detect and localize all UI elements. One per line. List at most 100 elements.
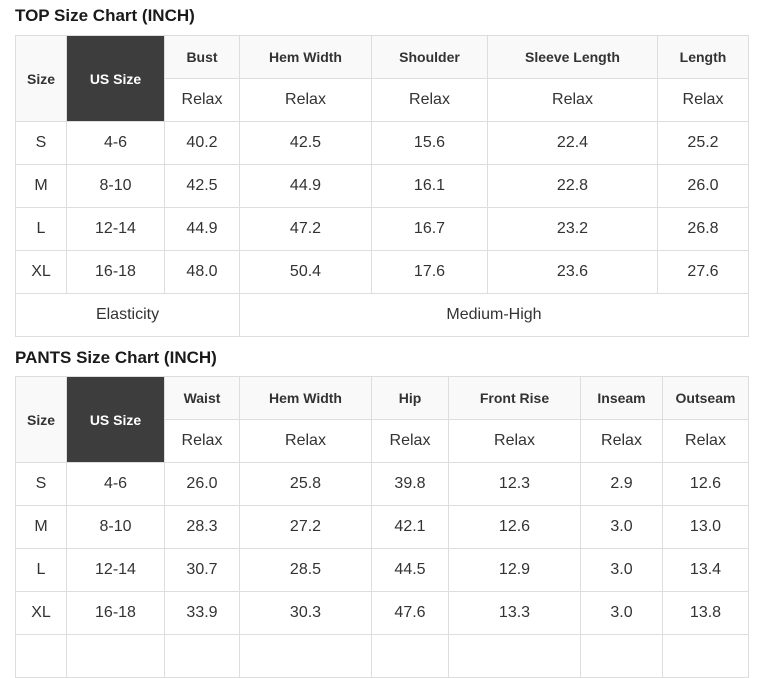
- empty-cell: [662, 634, 749, 678]
- value-cell: 39.8: [371, 462, 449, 506]
- fit-cell: Relax: [239, 78, 372, 122]
- value-cell: 26.0: [657, 164, 749, 208]
- value-cell: 44.9: [239, 164, 372, 208]
- value-cell: 3.0: [580, 591, 663, 635]
- elasticity-label: Elasticity: [15, 293, 240, 337]
- top-size-chart-table: Size US Size Bust Hem Width Shoulder Sle…: [15, 35, 749, 337]
- fit-cell: Relax: [239, 419, 372, 463]
- size-cell: L: [15, 548, 67, 592]
- value-cell: 16.1: [371, 164, 488, 208]
- top-header-row: Size US Size Bust Hem Width Shoulder Sle…: [15, 35, 749, 122]
- size-cell: XL: [15, 250, 67, 294]
- us-size-cell: 8-10: [66, 505, 165, 549]
- value-cell: 47.2: [239, 207, 372, 251]
- fit-cell: Relax: [371, 78, 488, 122]
- table-row: M 8-10 42.5 44.9 16.1 22.8 26.0: [15, 164, 749, 208]
- table-row: L 12-14 44.9 47.2 16.7 23.2 26.8: [15, 207, 749, 251]
- fit-cell: Relax: [448, 419, 581, 463]
- value-cell: 33.9: [164, 591, 240, 635]
- fit-cell: Relax: [164, 419, 240, 463]
- value-cell: 44.9: [164, 207, 240, 251]
- us-size-cell: 16-18: [66, 250, 165, 294]
- empty-cell: [66, 634, 165, 678]
- top-size-column-header: Size: [15, 35, 67, 122]
- fit-cell: Relax: [487, 78, 658, 122]
- table-row: XL 16-18 48.0 50.4 17.6 23.6 27.6: [15, 250, 749, 294]
- value-cell: 26.8: [657, 207, 749, 251]
- empty-cell: [239, 634, 372, 678]
- top-fit-row: Relax Relax Relax Relax Relax: [16, 78, 749, 122]
- value-cell: 15.6: [371, 121, 488, 165]
- empty-cell: [15, 634, 67, 678]
- value-cell: 47.6: [371, 591, 449, 635]
- pants-us-size-column-header: US Size: [66, 376, 165, 463]
- value-cell: 23.6: [487, 250, 658, 294]
- pants-size-chart-title: PANTS Size Chart (INCH): [15, 348, 217, 367]
- value-cell: 2.9: [580, 462, 663, 506]
- value-cell: 25.8: [239, 462, 372, 506]
- value-cell: 3.0: [580, 548, 663, 592]
- empty-cell: [164, 634, 240, 678]
- value-cell: 12.3: [448, 462, 581, 506]
- top-size-chart-title: TOP Size Chart (INCH): [15, 6, 195, 25]
- table-row-clipped: [15, 634, 749, 678]
- value-cell: 42.1: [371, 505, 449, 549]
- pants-size-column-header: Size: [15, 376, 67, 463]
- fit-cell: Relax: [580, 419, 663, 463]
- us-size-cell: 12-14: [66, 548, 165, 592]
- us-size-cell: 4-6: [66, 121, 165, 165]
- pants-size-chart-table: Size US Size Waist Hem Width Hip Front R…: [15, 376, 749, 678]
- value-cell: 48.0: [164, 250, 240, 294]
- value-cell: 26.0: [164, 462, 240, 506]
- value-cell: 13.3: [448, 591, 581, 635]
- us-size-cell: 16-18: [66, 591, 165, 635]
- fit-cell: Relax: [657, 78, 749, 122]
- table-row: L 12-14 30.7 28.5 44.5 12.9 3.0 13.4: [15, 548, 749, 592]
- us-size-cell: 8-10: [66, 164, 165, 208]
- table-row: S 4-6 40.2 42.5 15.6 22.4 25.2: [15, 121, 749, 165]
- value-cell: 12.6: [662, 462, 749, 506]
- empty-cell: [580, 634, 663, 678]
- table-row: S 4-6 26.0 25.8 39.8 12.3 2.9 12.6: [15, 462, 749, 506]
- pants-column-header-hip: Hip: [371, 376, 449, 420]
- top-column-header-hem-width: Hem Width: [239, 35, 372, 79]
- pants-header-row: Size US Size Waist Hem Width Hip Front R…: [15, 376, 749, 463]
- pants-column-header-waist: Waist: [164, 376, 240, 420]
- top-us-size-column-header: US Size: [66, 35, 165, 122]
- empty-cell: [448, 634, 581, 678]
- size-cell: XL: [15, 591, 67, 635]
- value-cell: 23.2: [487, 207, 658, 251]
- value-cell: 42.5: [239, 121, 372, 165]
- pants-fit-row: Relax Relax Relax Relax Relax Relax: [16, 419, 749, 463]
- value-cell: 30.3: [239, 591, 372, 635]
- empty-cell: [371, 634, 449, 678]
- top-column-header-length: Length: [657, 35, 749, 79]
- elasticity-value: Medium-High: [239, 293, 749, 337]
- top-column-header-shoulder: Shoulder: [371, 35, 488, 79]
- value-cell: 12.6: [448, 505, 581, 549]
- size-cell: M: [15, 505, 67, 549]
- size-cell: L: [15, 207, 67, 251]
- size-cell: S: [15, 121, 67, 165]
- value-cell: 16.7: [371, 207, 488, 251]
- value-cell: 3.0: [580, 505, 663, 549]
- table-row: M 8-10 28.3 27.2 42.1 12.6 3.0 13.0: [15, 505, 749, 549]
- value-cell: 17.6: [371, 250, 488, 294]
- pants-column-header-outseam: Outseam: [662, 376, 749, 420]
- value-cell: 42.5: [164, 164, 240, 208]
- value-cell: 25.2: [657, 121, 749, 165]
- us-size-cell: 12-14: [66, 207, 165, 251]
- value-cell: 27.6: [657, 250, 749, 294]
- value-cell: 28.3: [164, 505, 240, 549]
- fit-cell: Relax: [164, 78, 240, 122]
- fit-cell: Relax: [371, 419, 449, 463]
- pants-column-header-hem-width: Hem Width: [239, 376, 372, 420]
- value-cell: 50.4: [239, 250, 372, 294]
- us-size-cell: 4-6: [66, 462, 165, 506]
- value-cell: 13.8: [662, 591, 749, 635]
- value-cell: 40.2: [164, 121, 240, 165]
- elasticity-row: Elasticity Medium-High: [15, 293, 749, 337]
- pants-column-header-inseam: Inseam: [580, 376, 663, 420]
- top-column-header-bust: Bust: [164, 35, 240, 79]
- value-cell: 22.8: [487, 164, 658, 208]
